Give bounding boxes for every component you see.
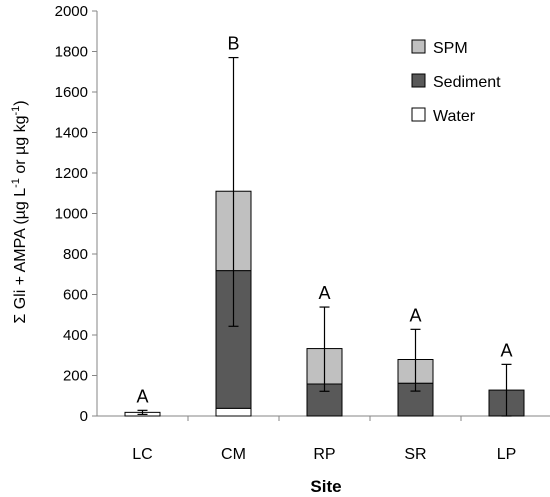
y-axis-title-middle: or µg kg [12,116,29,179]
x-tick-label: SR [404,446,426,463]
y-tick-label: 200 [63,368,88,385]
y-axis-title-prefix: Σ Gli + AMPA (µg L [12,188,29,324]
y-tick-label: 1800 [55,44,88,61]
x-axis-title: Site [310,477,341,496]
legend-swatch [411,39,426,54]
x-tick-label: LP [497,446,517,463]
significance-label: B [227,34,239,54]
legend-label: Water [433,108,476,125]
bar-segment [215,407,252,417]
y-axis-title: Σ Gli + AMPA (µg L-1 or µg kg-1) [10,100,29,323]
significance-labels: A B A A A [136,34,512,407]
significance-label: A [500,340,512,360]
y-tick-label: 800 [63,246,88,263]
significance-label: A [409,305,421,325]
legend-label: SPM [433,40,468,57]
significance-label: A [136,386,148,406]
y-tick-label: 0 [80,408,88,425]
y-axis-title-sup2: -1 [10,106,22,116]
significance-label: A [318,283,330,303]
legend-swatch [411,73,426,88]
x-tick-label: CM [221,446,246,463]
legend-swatch [411,107,426,122]
legend-label: Sediment [433,74,501,91]
y-tick-label: 1600 [55,84,88,101]
y-tick-label: 1400 [55,125,88,142]
y-axis-title-suffix: ) [12,100,29,105]
y-tick-label: 400 [63,327,88,344]
y-tick-label: 600 [63,287,88,304]
y-axis: 0 200 400 600 800 1000 1200 1400 1600 1800 2000 [55,3,98,425]
y-tick-label: 1000 [55,206,88,223]
error-bars [137,56,512,417]
x-axis: LC CM RP SR LP [97,415,550,463]
y-axis-title-sup1: -1 [10,178,22,188]
x-tick-label: LC [132,446,152,463]
y-tick-label: 2000 [55,3,88,20]
x-tick-label: RP [313,446,335,463]
y-tick-label: 1200 [55,165,88,182]
legend: SPM Sediment Water [411,39,501,125]
